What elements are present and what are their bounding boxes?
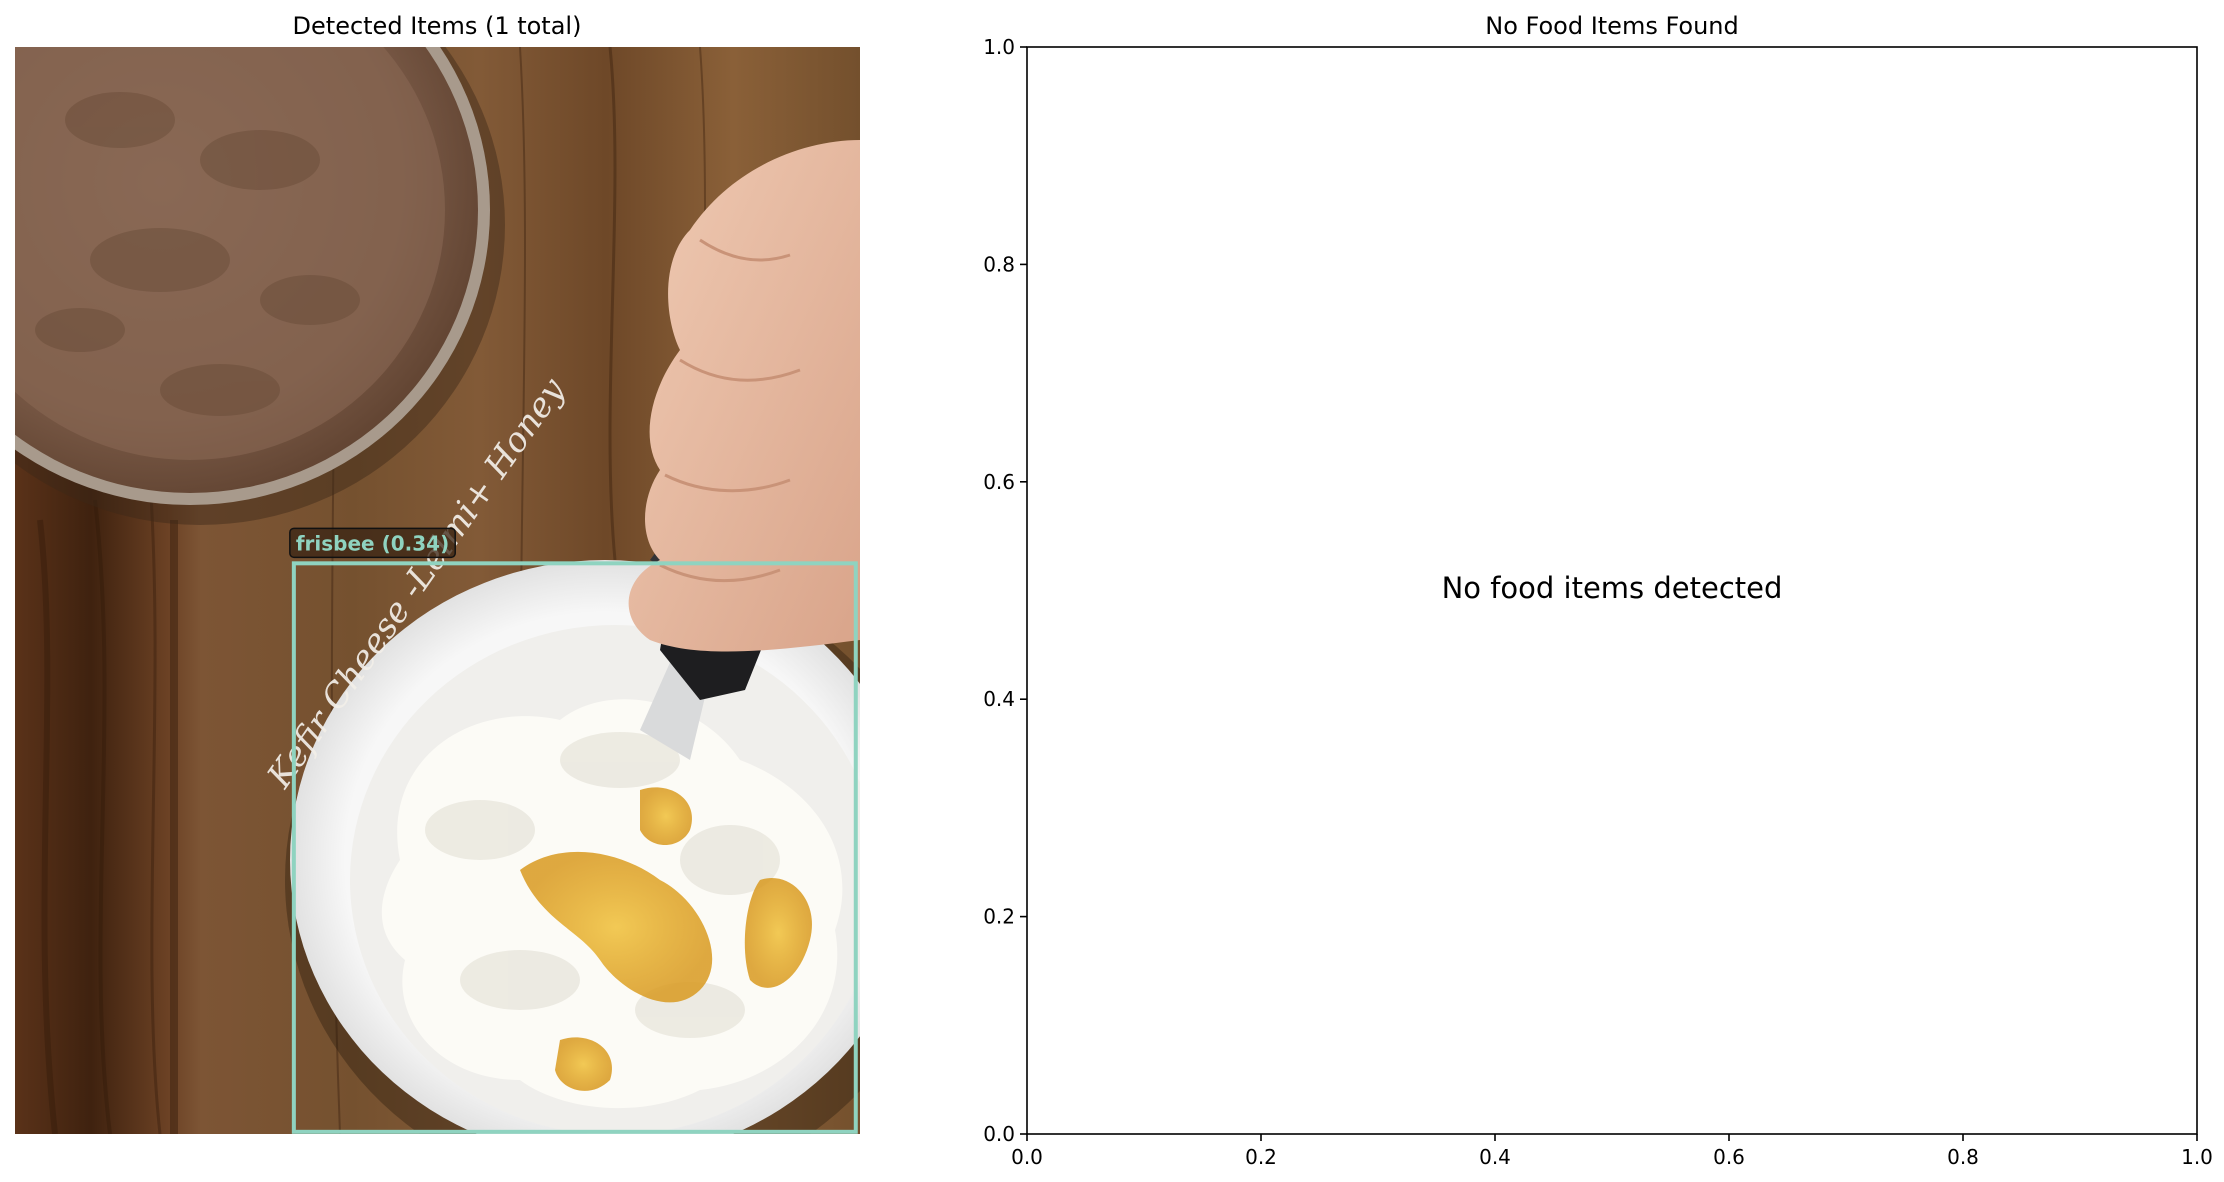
right-panel-title: No Food Items Found [1485, 12, 1739, 40]
tart-crust [15, 47, 505, 525]
y-tick-label: 0.4 [983, 687, 1015, 711]
y-tick-label: 0.2 [983, 905, 1015, 929]
y-tick-label: 1.0 [983, 35, 1015, 59]
cream-with-honey [381, 699, 843, 1109]
x-tick-label: 1.0 [2181, 1145, 2213, 1169]
detection-label: frisbee (0.34) [296, 531, 449, 555]
detection-image-panel: Detected Items (1 total) [15, 12, 860, 1134]
plot-area [1026, 46, 2198, 1135]
y-axis: 0.0 0.2 0.4 0.6 0.8 1.0 [983, 35, 1027, 1146]
y-tick-label: 0.0 [983, 1122, 1015, 1146]
empty-axes-panel: No Food Items Found 0.0 0.2 0.4 0.6 0.8 1.0 0… [983, 12, 2213, 1169]
x-tick-label: 0.4 [1479, 1145, 1511, 1169]
x-tick-label: 0.8 [1947, 1145, 1979, 1169]
x-tick-label: 0.0 [1011, 1145, 1043, 1169]
detection-box [291, 561, 858, 1134]
detections-layer: frisbee (0.34) [289, 527, 858, 1134]
x-axis: 0.0 0.2 0.4 0.6 0.8 1.0 [1011, 1134, 2213, 1169]
y-tick-label: 0.8 [983, 252, 1015, 276]
food-photo: Kefir Cheese -Lelmi+ Honey [15, 47, 860, 1134]
detection-label-background [289, 527, 456, 559]
x-tick-label: 0.2 [1245, 1145, 1277, 1169]
y-tick-label: 0.6 [983, 470, 1015, 494]
left-panel-title: Detected Items (1 total) [293, 12, 582, 40]
hand [628, 140, 860, 652]
no-items-message: No food items detected [1442, 571, 1783, 605]
x-tick-label: 0.6 [1713, 1145, 1745, 1169]
